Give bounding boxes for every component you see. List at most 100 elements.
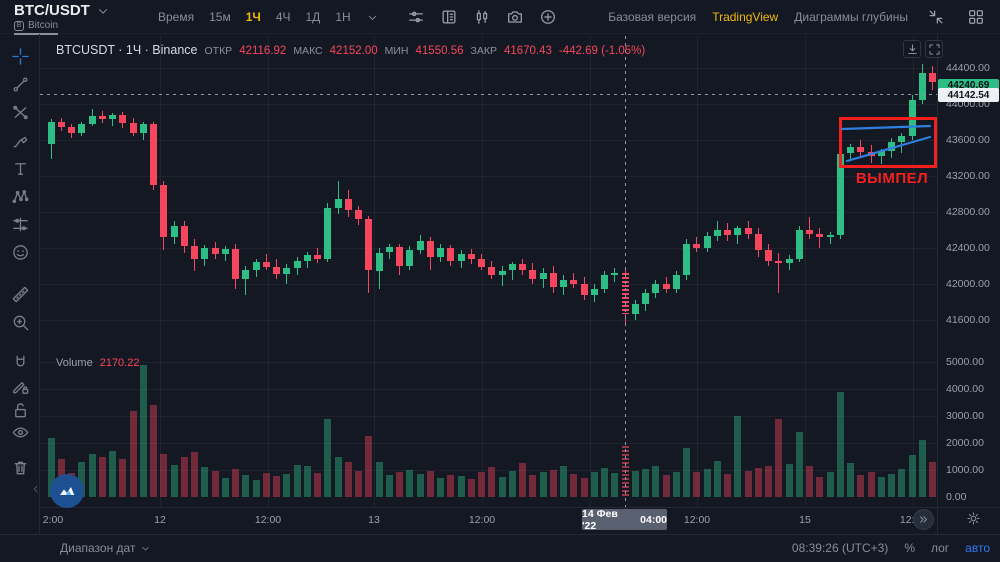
price-tick-label: 41600.00: [946, 314, 990, 326]
tab-depth-charts[interactable]: Диаграммы глубины: [794, 10, 908, 24]
brush-icon[interactable]: [6, 126, 34, 154]
orderbook-icon[interactable]: [437, 5, 461, 29]
download-icon[interactable]: [903, 40, 921, 58]
candle: [180, 226, 188, 247]
forecast-icon[interactable]: [6, 210, 34, 238]
volume-bar: [252, 479, 260, 497]
chevron-down-icon[interactable]: [366, 11, 379, 24]
candle-wick: [337, 180, 339, 214]
volume-bar: [160, 453, 168, 497]
drawing-toolbar: [0, 34, 40, 534]
crosshair-date: 14 Фев '22: [582, 507, 618, 532]
emoji-icon[interactable]: [6, 238, 34, 266]
magnet-icon[interactable]: [6, 348, 34, 376]
gann-fib-icon[interactable]: [6, 98, 34, 126]
volume-bar: [508, 471, 516, 497]
volume-bar: [744, 470, 752, 497]
pennant-annotation-rect: [839, 117, 937, 168]
drawing-lock-icon[interactable]: [6, 372, 34, 400]
volume-bar: [877, 477, 885, 497]
volume-bar: [396, 471, 403, 497]
candle: [109, 114, 116, 120]
lock-icon[interactable]: [6, 396, 34, 424]
volume-bar: [406, 470, 414, 497]
xabcd-pattern-icon[interactable]: [6, 182, 34, 210]
high-label: МАКС: [293, 45, 323, 57]
timeframe-1Ч[interactable]: 1Ч: [245, 10, 261, 24]
timeframe-4Ч[interactable]: 4Ч: [275, 10, 291, 24]
candle-wick: [778, 252, 780, 293]
add-plus-icon[interactable]: [536, 5, 560, 29]
fullscreen-icon[interactable]: [925, 40, 943, 58]
clock[interactable]: 08:39:26 (UTC+3): [791, 541, 889, 555]
tradingview-logo-icon[interactable]: [50, 474, 84, 508]
tab-tradingview[interactable]: TradingView: [712, 10, 779, 24]
legend-title[interactable]: BTCUSDT · 1Ч · Binance: [56, 43, 198, 57]
log-scale-button[interactable]: лог: [930, 541, 950, 555]
volume-bar: [273, 476, 280, 497]
high-value: 42152.00: [329, 45, 378, 57]
change-value: -442.69 (-1.05%): [558, 45, 646, 57]
crosshair-icon[interactable]: [6, 42, 34, 70]
candle: [529, 269, 537, 279]
collapse-icon[interactable]: [924, 5, 948, 29]
volume-bar: [119, 459, 127, 497]
candle: [129, 122, 137, 133]
timeframe-1Д[interactable]: 1Д: [305, 10, 321, 24]
volume-bar: [693, 472, 701, 497]
chart-legend: BTCUSDT · 1Ч · Binance ОТКР 42116.92 МАК…: [56, 43, 645, 57]
symbol-subtitle-tab[interactable]: B Bitcoin: [14, 20, 59, 35]
volume-bar: [918, 440, 926, 497]
timeframe-15м[interactable]: 15м: [209, 10, 231, 24]
candle: [88, 115, 96, 124]
percent-scale-button[interactable]: %: [904, 541, 915, 555]
candle: [560, 279, 567, 287]
eye-icon[interactable]: [6, 418, 34, 446]
zoom-in-icon[interactable]: [6, 308, 34, 336]
price-tick-label: 42800.00: [946, 206, 990, 218]
auto-scale-button[interactable]: авто: [965, 541, 990, 555]
grid-line: [160, 36, 161, 507]
trash-icon[interactable]: [6, 453, 34, 481]
volume-bar: [293, 464, 301, 497]
volume-tick-label: 3000.00: [946, 410, 984, 422]
axis-settings-gear-icon[interactable]: [966, 511, 981, 526]
trend-line-icon[interactable]: [6, 70, 34, 98]
indicators-icon[interactable]: [404, 5, 428, 29]
interval-mode-label[interactable]: Время: [158, 10, 195, 24]
volume-bar: [529, 474, 537, 497]
volume-bar: [816, 476, 824, 497]
volume-bar: [580, 477, 588, 497]
candle: [98, 115, 106, 120]
timeframe-1Н[interactable]: 1Н: [335, 10, 351, 24]
grid-line: [40, 104, 937, 105]
candle: [488, 266, 496, 275]
candle: [303, 255, 311, 261]
collapse-panel-icon[interactable]: [28, 481, 44, 497]
volume-legend: Volume 2170.22: [56, 357, 139, 369]
symbol-title[interactable]: BTC/USDT: [14, 2, 90, 19]
volume-bar: [488, 466, 496, 497]
volume-bar: [437, 477, 444, 497]
candle-style-icon[interactable]: [470, 5, 494, 29]
tab-basic-version[interactable]: Базовая версия: [608, 10, 697, 24]
volume-bar: [355, 471, 362, 497]
grid-line: [913, 36, 914, 507]
screenshot-camera-icon[interactable]: [503, 5, 527, 29]
time-tick-label: 15: [799, 514, 811, 526]
ruler-icon[interactable]: [6, 280, 34, 308]
volume-bar: [150, 405, 157, 497]
candle-wick: [501, 266, 503, 286]
grid-line: [805, 36, 806, 507]
volume-bar: [467, 479, 475, 497]
grid-line: [40, 320, 937, 321]
candle: [283, 267, 291, 275]
go-to-realtime-icon[interactable]: [913, 509, 934, 530]
layout-grid-icon[interactable]: [964, 5, 988, 29]
text-tool-icon[interactable]: [6, 154, 34, 182]
chevron-down-icon[interactable]: [96, 4, 110, 18]
date-range-button[interactable]: Диапазон дат: [60, 541, 151, 555]
grid-line: [590, 36, 591, 507]
volume-bar: [78, 461, 86, 497]
